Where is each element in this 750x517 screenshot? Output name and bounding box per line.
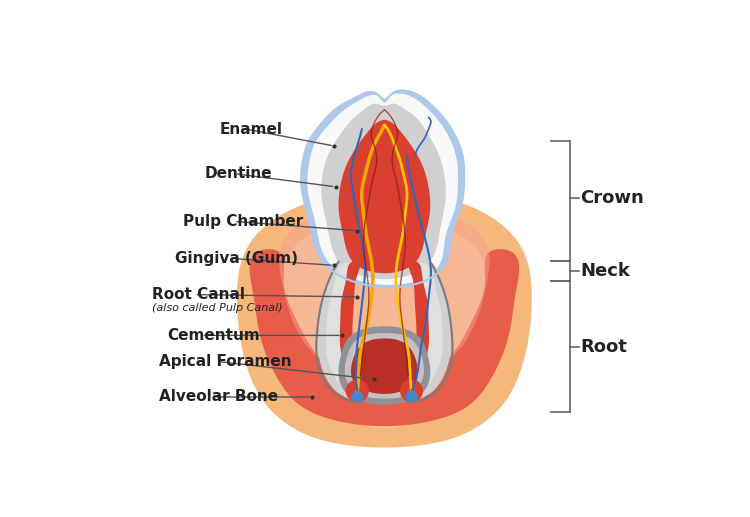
Polygon shape: [338, 120, 430, 273]
Text: (also called Pulp Canal): (also called Pulp Canal): [152, 303, 283, 313]
Text: Root Canal: Root Canal: [152, 287, 244, 302]
Text: Crown: Crown: [580, 189, 644, 207]
Polygon shape: [321, 103, 446, 279]
Polygon shape: [351, 339, 418, 394]
Circle shape: [406, 391, 417, 402]
Polygon shape: [410, 263, 443, 393]
Polygon shape: [308, 94, 458, 285]
Polygon shape: [301, 90, 464, 287]
Text: Alveolar Bone: Alveolar Bone: [159, 389, 278, 404]
Text: Dentine: Dentine: [205, 166, 272, 181]
Polygon shape: [410, 260, 451, 401]
Text: Neck: Neck: [580, 263, 630, 281]
Circle shape: [400, 380, 422, 402]
Text: Pulp Chamber: Pulp Chamber: [183, 214, 303, 229]
Polygon shape: [237, 191, 532, 448]
Text: Gingiva (Gum): Gingiva (Gum): [175, 251, 298, 266]
Polygon shape: [326, 263, 358, 393]
Polygon shape: [279, 216, 490, 428]
Text: Enamel: Enamel: [220, 121, 283, 136]
Polygon shape: [318, 260, 359, 401]
Text: Root: Root: [580, 338, 627, 356]
Text: Apical Foramen: Apical Foramen: [159, 354, 292, 369]
Circle shape: [346, 380, 368, 402]
Text: Cementum: Cementum: [167, 328, 260, 343]
Polygon shape: [345, 333, 424, 399]
Polygon shape: [279, 204, 490, 375]
Polygon shape: [409, 261, 429, 386]
Polygon shape: [340, 261, 360, 386]
Polygon shape: [338, 326, 430, 405]
Polygon shape: [250, 249, 519, 426]
Circle shape: [352, 391, 363, 402]
